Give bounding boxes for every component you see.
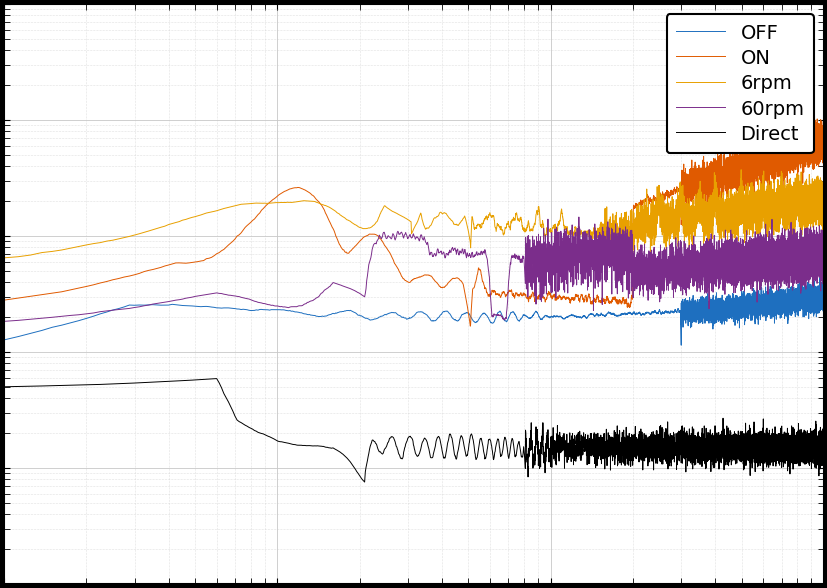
6rpm — [735, 166, 745, 173]
Direct — [782, 453, 792, 460]
OFF — [466, 314, 476, 321]
Direct — [818, 445, 827, 452]
Line: ON: ON — [4, 118, 823, 326]
60rpm — [791, 263, 801, 270]
6rpm — [466, 227, 476, 234]
OFF — [791, 292, 801, 299]
Direct — [359, 479, 369, 486]
ON — [782, 148, 792, 155]
Direct — [764, 443, 774, 450]
OFF — [756, 288, 766, 295]
Line: Direct: Direct — [4, 379, 823, 482]
60rpm — [573, 213, 583, 220]
Direct — [466, 431, 476, 438]
60rpm — [818, 243, 827, 250]
ON — [791, 151, 801, 158]
OFF — [818, 293, 827, 300]
60rpm — [764, 275, 774, 282]
ON — [756, 168, 766, 175]
60rpm — [756, 249, 766, 256]
Direct — [698, 445, 708, 452]
Direct — [791, 442, 801, 449]
60rpm — [0, 318, 9, 325]
OFF — [698, 313, 708, 320]
ON — [764, 149, 774, 156]
Legend: OFF, ON, 6rpm, 60rpm, Direct: OFF, ON, 6rpm, 60rpm, Direct — [666, 14, 813, 153]
6rpm — [782, 197, 792, 204]
OFF — [676, 342, 686, 349]
Line: 6rpm: 6rpm — [4, 170, 823, 263]
60rpm — [782, 261, 792, 268]
6rpm — [764, 198, 774, 205]
Line: 60rpm: 60rpm — [4, 217, 823, 321]
ON — [698, 178, 708, 185]
6rpm — [698, 245, 708, 252]
6rpm — [818, 202, 827, 209]
6rpm — [791, 186, 801, 193]
6rpm — [603, 259, 613, 266]
OFF — [814, 274, 824, 281]
Line: OFF: OFF — [4, 278, 823, 345]
ON — [818, 115, 827, 122]
ON — [0, 296, 9, 303]
6rpm — [0, 254, 9, 261]
ON — [465, 323, 475, 330]
60rpm — [698, 262, 708, 269]
60rpm — [466, 253, 476, 260]
OFF — [782, 300, 792, 307]
OFF — [0, 336, 9, 343]
ON — [466, 303, 476, 310]
Direct — [756, 428, 766, 435]
OFF — [764, 309, 774, 316]
Direct — [0, 383, 9, 390]
ON — [818, 121, 827, 128]
Direct — [212, 375, 222, 382]
6rpm — [756, 203, 766, 211]
